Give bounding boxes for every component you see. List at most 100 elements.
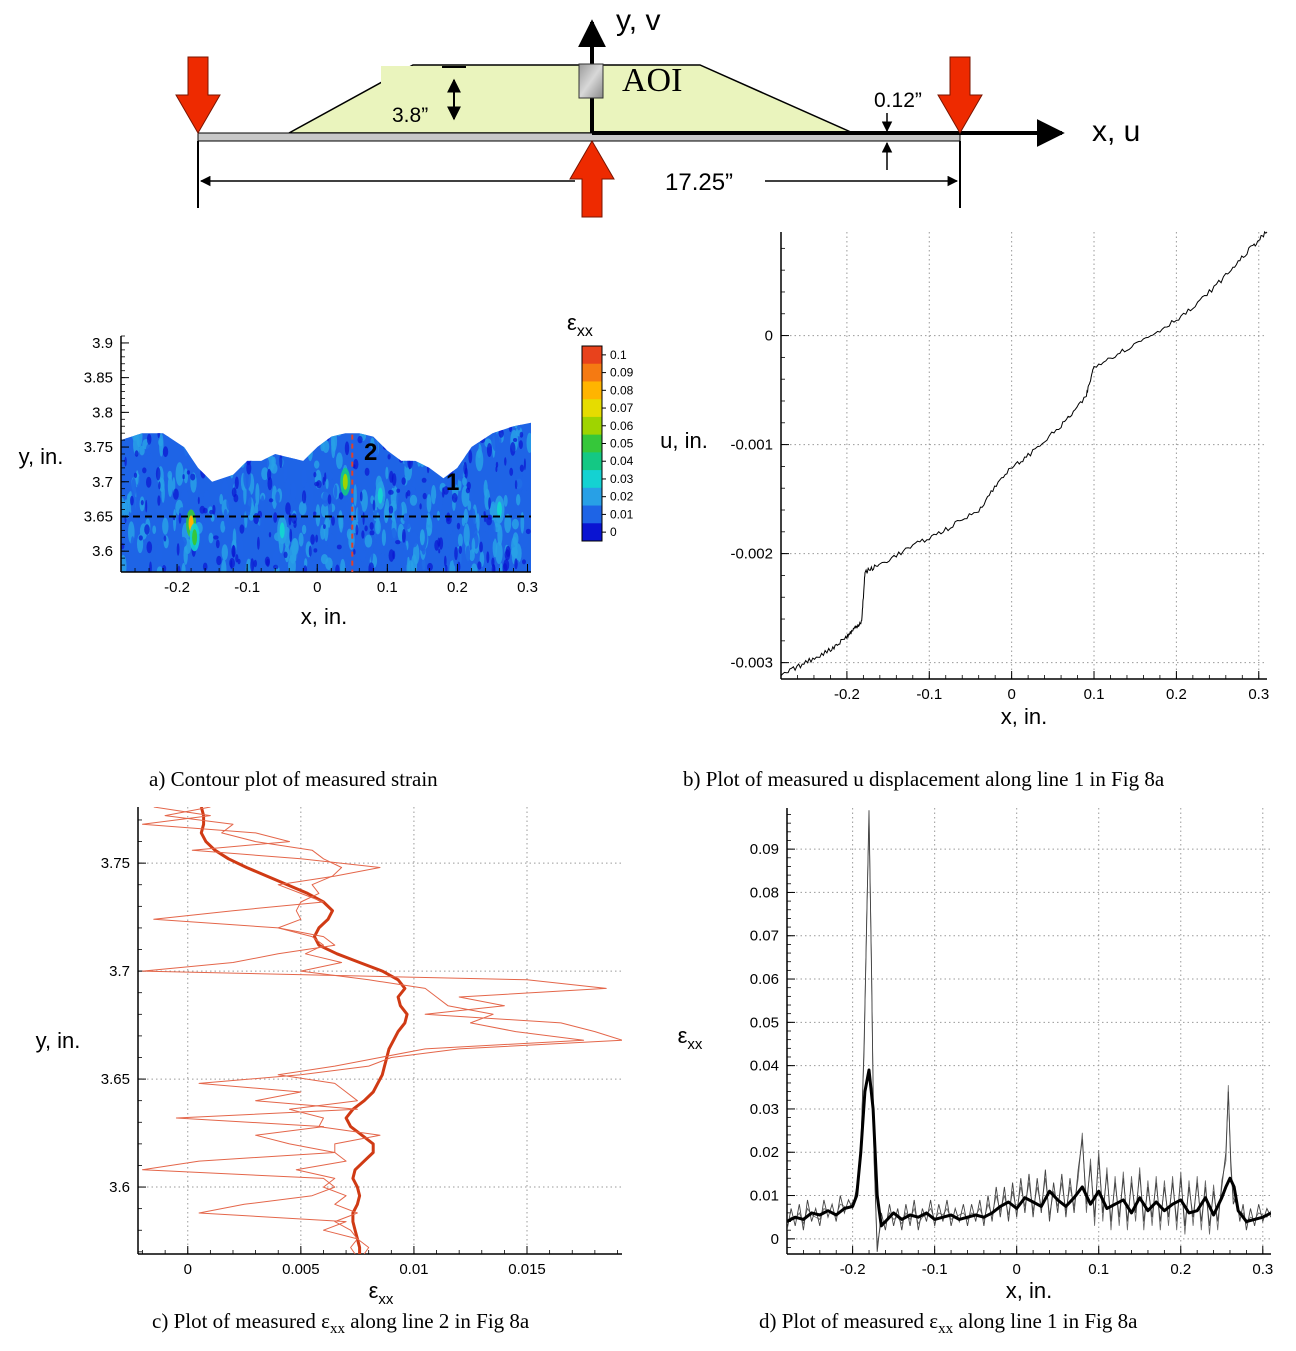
contour-speckle [496, 402, 501, 410]
contour-speckle [528, 562, 531, 572]
contour-speckle-low [508, 424, 513, 432]
y-tick-label: 3.6 [92, 543, 113, 560]
contour-speckle [471, 537, 476, 554]
contour-speckle [139, 402, 146, 411]
contour-speckle-low [468, 449, 473, 464]
x-tick-label: -0.1 [916, 686, 942, 703]
contour-speckle-low [369, 530, 375, 536]
colorbar-tick-label: 0.05 [610, 437, 634, 451]
contour-speckle-low [149, 561, 152, 572]
contour-speckle [471, 440, 479, 453]
contour-speckle-low [216, 555, 222, 566]
contour-speckle [410, 531, 419, 548]
contour-speckle [495, 396, 499, 418]
contour-speckle-low [360, 422, 364, 431]
contour-speckle-low [211, 449, 218, 454]
contour-speckle-low [198, 411, 203, 421]
contour-speckle [516, 474, 524, 492]
contour-speckle [251, 428, 257, 442]
contour-speckle [260, 495, 265, 514]
contour-speckle [259, 433, 263, 447]
contour-speckle-low [279, 454, 283, 468]
contour-speckle [238, 429, 242, 445]
contour-speckle [390, 527, 397, 543]
contour-speckle [520, 533, 529, 549]
y-axis-label-sub: xx [687, 1036, 703, 1053]
contour-speckle [462, 476, 467, 486]
contour-speckle [248, 446, 254, 462]
colorbar-tick-label: 0.03 [610, 472, 634, 486]
contour-speckle [170, 422, 177, 429]
contour-speckle [470, 526, 478, 537]
contour-speckle [375, 531, 382, 543]
contour-speckle [466, 433, 473, 446]
contour-speckle [353, 422, 359, 430]
contour-speckle-low [267, 477, 273, 491]
contour-speckle-low [445, 564, 448, 572]
contour-speckle [305, 422, 312, 431]
contour-speckle-low [171, 405, 175, 417]
contour-speckle-low [213, 535, 219, 540]
contour-speckle-low [248, 422, 252, 424]
contour-speckle-low [514, 407, 517, 417]
panel-a-line2-label: 2 [364, 439, 377, 466]
contour-speckle [301, 425, 307, 443]
contour-speckle-low [488, 413, 493, 420]
contour-speckle-low [437, 404, 443, 408]
contour-speckle [208, 532, 214, 544]
colorbar-tick-label: 0.08 [610, 383, 634, 397]
contour-speckle-low [199, 505, 206, 514]
contour-speckle [175, 462, 184, 486]
contour-speckle [413, 422, 421, 424]
contour-speckle [263, 422, 268, 430]
y-tick-label: 0.03 [750, 1101, 779, 1118]
contour-speckle-low [488, 497, 491, 509]
contour-speckle-low [421, 477, 427, 483]
contour-speckle-low [291, 443, 296, 456]
contour-speckle [170, 422, 177, 425]
contour-speckle [290, 482, 297, 502]
x-tick-label: -0.2 [834, 686, 860, 703]
contour-speckle [203, 490, 211, 510]
contour-speckle [457, 478, 462, 492]
contour-speckle [298, 422, 302, 439]
support-arrow-center [569, 140, 615, 218]
contour-speckle-low [519, 464, 525, 472]
contour-speckle [334, 484, 338, 499]
contour-speckle [298, 501, 307, 516]
contour-speckle [369, 399, 376, 416]
contour-speckle-low [396, 488, 401, 493]
contour-speckle [248, 448, 256, 461]
contour-speckle [145, 443, 152, 457]
contour-speckle [188, 437, 193, 458]
contour-speckle-low [437, 537, 441, 547]
y-tick-label: 0.02 [750, 1144, 779, 1161]
contour-speckle-low [491, 557, 495, 567]
contour-speckle [443, 547, 451, 557]
contour-speckle-low [389, 422, 392, 431]
contour-speckle [187, 422, 194, 428]
contour-speckle [176, 405, 180, 421]
contour-speckle-low [239, 524, 245, 534]
contour-speckle [449, 559, 456, 572]
y-tick-label: 0.09 [750, 841, 779, 858]
contour-speckle-low [355, 524, 359, 536]
contour-speckle-low [387, 454, 391, 460]
contour-speckle-low [331, 516, 335, 526]
contour-speckle-low [407, 455, 413, 469]
contour-speckle [203, 422, 208, 427]
contour-speckle [486, 422, 493, 431]
colorbar-tick-label: 0.09 [610, 366, 634, 380]
contour-speckle-low [259, 432, 263, 440]
contour-speckle [434, 406, 438, 418]
contour-speckle [261, 467, 269, 481]
contour-speckle [377, 422, 382, 424]
contour-speckle [253, 431, 257, 448]
y-tick-label: -0.001 [730, 437, 773, 454]
contour-speckle-low [509, 467, 514, 476]
contour-speckle [156, 566, 163, 572]
contour-speckle [388, 422, 397, 424]
contour-speckle [226, 494, 233, 511]
x-axis-label-sub: xx [378, 1291, 394, 1308]
contour-speckle-low [273, 512, 278, 523]
